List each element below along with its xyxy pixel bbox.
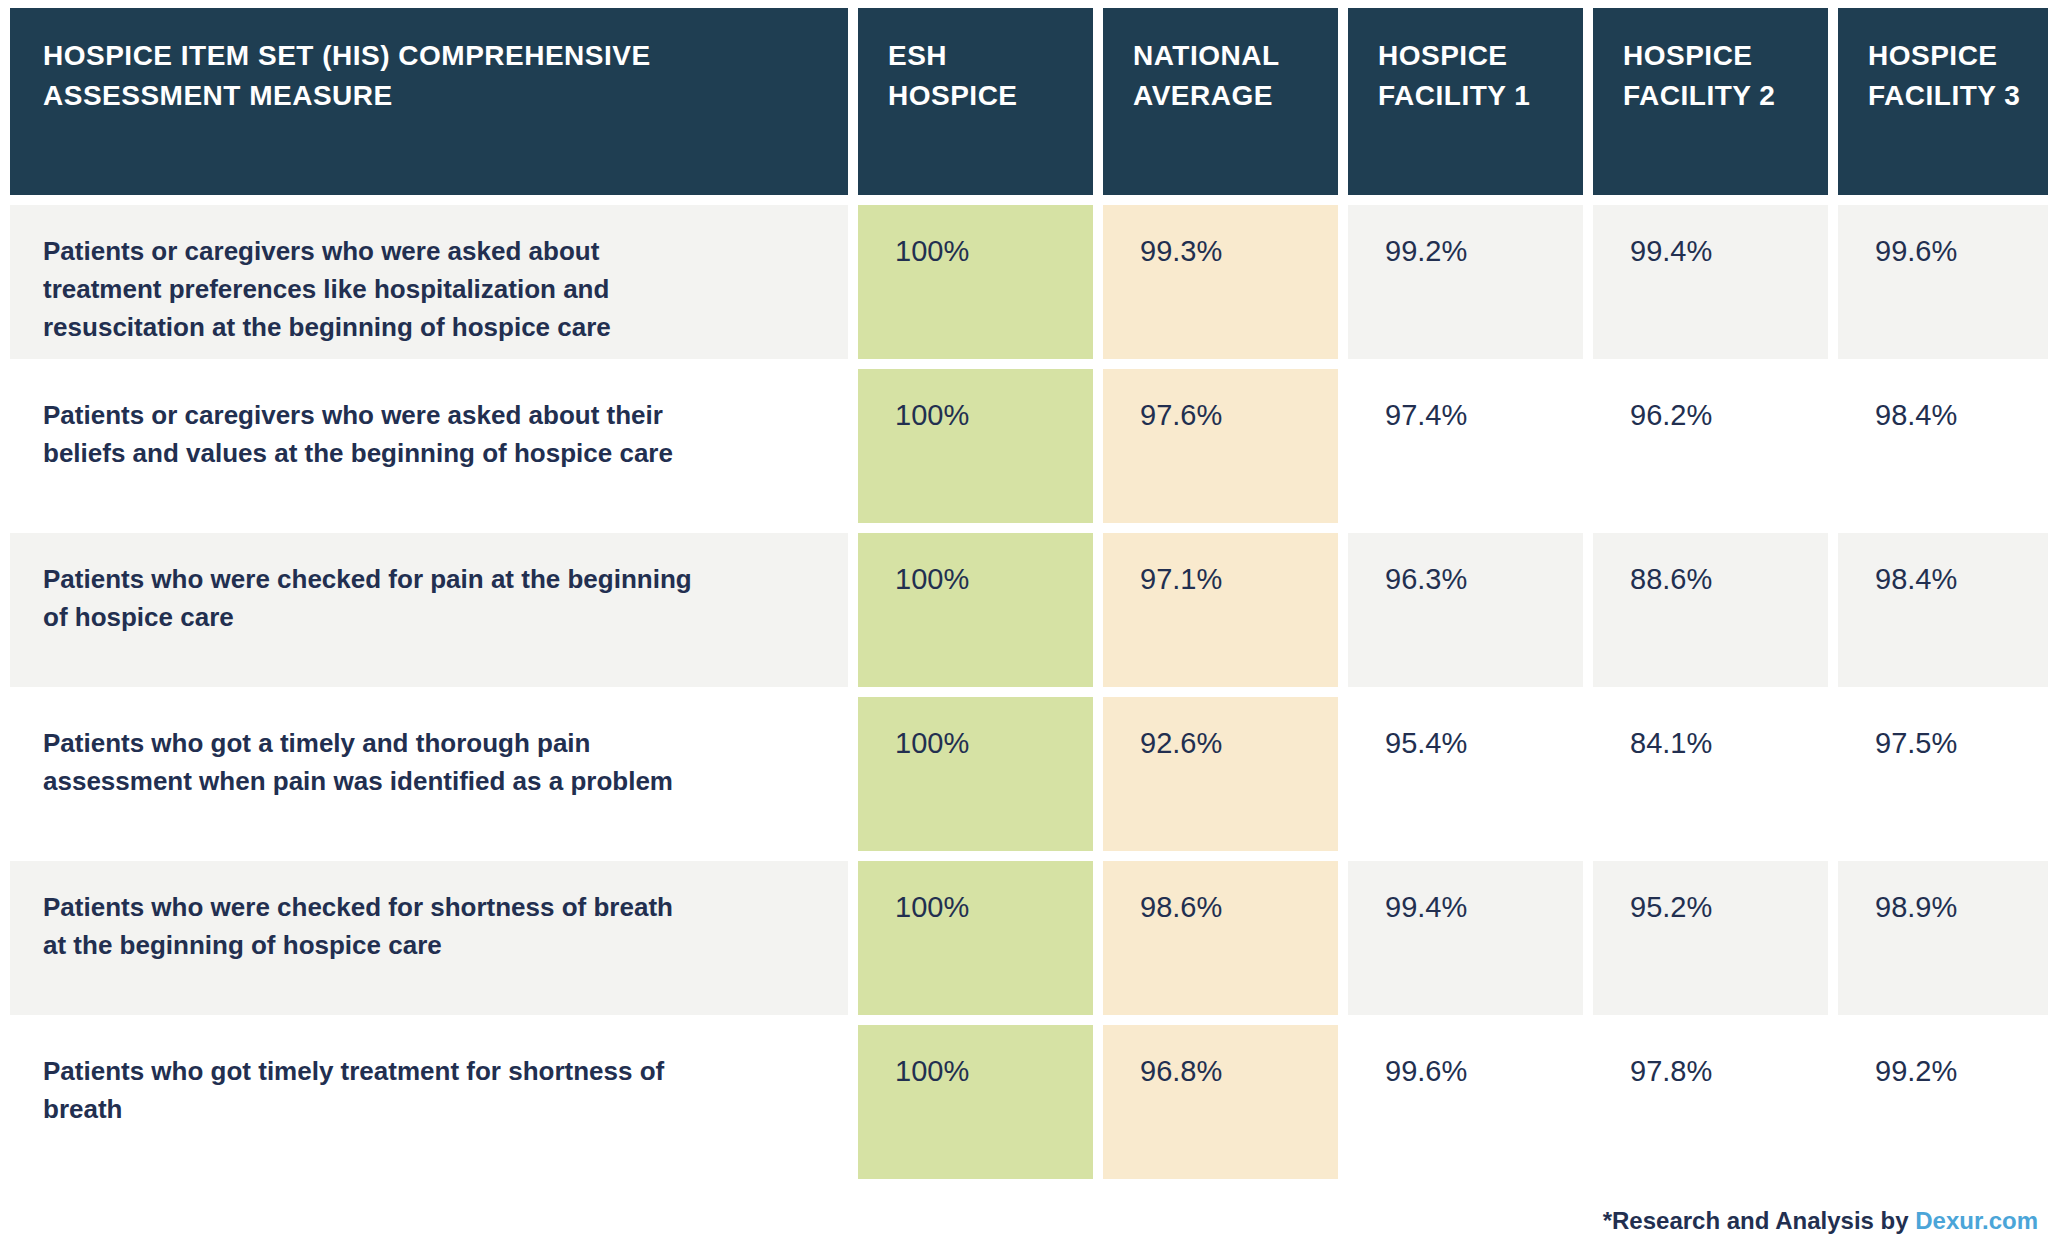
comparison-table: HOSPICE ITEM SET (HIS) COMPREHENSIVE ASS…	[10, 8, 2048, 1179]
column-header-esh-hospice: ESH HOSPICE	[858, 8, 1093, 195]
value-cell-facility-2: 84.1%	[1593, 697, 1828, 851]
value-cell-facility-3: 98.4%	[1838, 369, 2048, 523]
value-cell-esh: 100%	[858, 697, 1093, 851]
footer-note-text: *Research and Analysis by	[1603, 1207, 1916, 1234]
measure-cell: Patients or caregivers who were asked ab…	[10, 369, 848, 523]
value-cell-national: 92.6%	[1103, 697, 1338, 851]
value-cell-esh: 100%	[858, 205, 1093, 359]
value-cell-national: 98.6%	[1103, 861, 1338, 1015]
column-header-national-average: NATIONAL AVERAGE	[1103, 8, 1338, 195]
value-cell-facility-1: 97.4%	[1348, 369, 1583, 523]
value-cell-facility-3: 99.2%	[1838, 1025, 2048, 1179]
value-cell-facility-2: 99.4%	[1593, 205, 1828, 359]
measure-cell: Patients who got timely treatment for sh…	[10, 1025, 848, 1179]
value-cell-facility-3: 99.6%	[1838, 205, 2048, 359]
value-cell-esh: 100%	[858, 533, 1093, 687]
value-cell-facility-2: 97.8%	[1593, 1025, 1828, 1179]
value-cell-national: 96.8%	[1103, 1025, 1338, 1179]
value-cell-facility-1: 95.4%	[1348, 697, 1583, 851]
value-cell-facility-3: 98.9%	[1838, 861, 2048, 1015]
value-cell-facility-1: 99.4%	[1348, 861, 1583, 1015]
measure-cell: Patients or caregivers who were asked ab…	[10, 205, 848, 359]
value-cell-national: 99.3%	[1103, 205, 1338, 359]
footer-note: *Research and Analysis by Dexur.com	[1603, 1207, 2038, 1235]
value-cell-esh: 100%	[858, 369, 1093, 523]
value-cell-national: 97.6%	[1103, 369, 1338, 523]
measure-cell: Patients who got a timely and thorough p…	[10, 697, 848, 851]
column-header-hospice-facility-3: HOSPICE FACILITY 3	[1838, 8, 2048, 195]
measure-column-header: HOSPICE ITEM SET (HIS) COMPREHENSIVE ASS…	[10, 8, 848, 195]
value-cell-facility-1: 99.2%	[1348, 205, 1583, 359]
value-cell-esh: 100%	[858, 861, 1093, 1015]
value-cell-facility-3: 98.4%	[1838, 533, 2048, 687]
value-cell-facility-2: 96.2%	[1593, 369, 1828, 523]
measure-cell: Patients who were checked for shortness …	[10, 861, 848, 1015]
column-header-hospice-facility-1: HOSPICE FACILITY 1	[1348, 8, 1583, 195]
dexur-link[interactable]: Dexur.com	[1915, 1207, 2038, 1234]
value-cell-facility-1: 99.6%	[1348, 1025, 1583, 1179]
value-cell-facility-2: 88.6%	[1593, 533, 1828, 687]
value-cell-national: 97.1%	[1103, 533, 1338, 687]
measure-cell: Patients who were checked for pain at th…	[10, 533, 848, 687]
value-cell-facility-2: 95.2%	[1593, 861, 1828, 1015]
value-cell-esh: 100%	[858, 1025, 1093, 1179]
column-header-hospice-facility-2: HOSPICE FACILITY 2	[1593, 8, 1828, 195]
value-cell-facility-3: 97.5%	[1838, 697, 2048, 851]
value-cell-facility-1: 96.3%	[1348, 533, 1583, 687]
